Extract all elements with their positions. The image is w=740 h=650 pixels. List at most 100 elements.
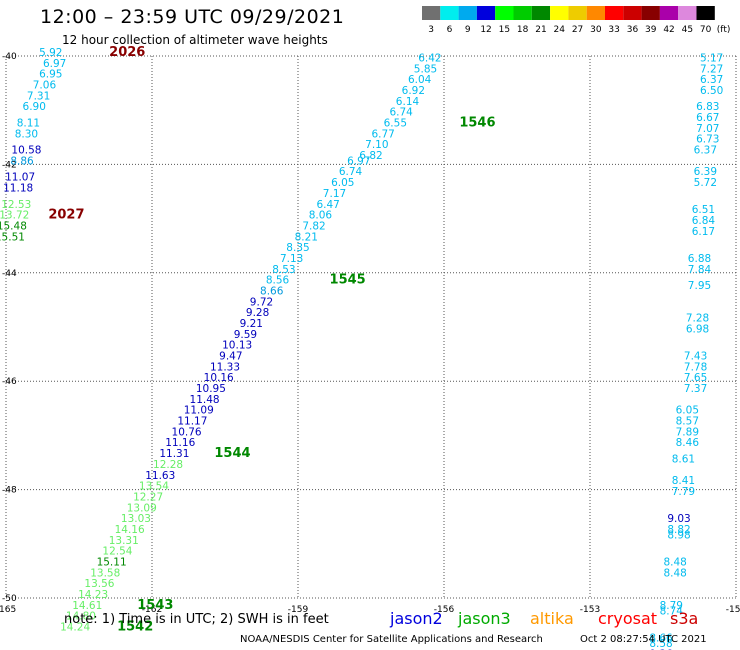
wave-height-value: 7.79: [672, 486, 695, 498]
wave-height-value: 7.13: [280, 253, 303, 265]
wave-height-value: 11.16: [165, 437, 195, 449]
wave-height-value: 7.10: [365, 139, 388, 151]
wave-height-value: 7.37: [684, 383, 707, 395]
wave-height-value: 6.42: [418, 52, 441, 64]
legend-swatch: [422, 6, 441, 20]
legend-bin-label: 45: [682, 25, 693, 34]
wave-height-value: 8.61: [672, 454, 695, 466]
wave-height-value: 12.28: [153, 459, 183, 471]
wave-height-value: 8.56: [266, 275, 290, 287]
wave-height-value: 9.72: [250, 296, 273, 308]
wave-height-value: 13.31: [109, 535, 139, 547]
wave-height-value: 12.27: [133, 491, 163, 503]
y-tick-label: -44: [2, 269, 17, 279]
wave-height-value: 7.84: [688, 264, 712, 276]
wave-height-value: 8.98: [667, 529, 690, 541]
wave-height-value: 8.66: [649, 632, 673, 644]
wave-height-value: 11.18: [3, 183, 33, 195]
legend-bin-label: 42: [663, 25, 674, 34]
wave-height-value: 6.77: [371, 128, 394, 140]
wave-height-value: 8.86: [10, 155, 34, 167]
legend-swatch: [531, 6, 551, 20]
legend-swatch: [623, 6, 642, 20]
legend-bin-label: 30: [590, 25, 602, 34]
wave-height-value: 6.67: [696, 112, 719, 124]
wave-height-value: 15.11: [97, 556, 127, 568]
wave-height-value: 10.76: [172, 426, 202, 438]
wave-height-value: 6.73: [696, 134, 719, 146]
x-tick-label: -162: [142, 605, 162, 615]
x-tick-label: -153: [580, 605, 600, 615]
wave-height-value: 14.80: [66, 611, 96, 623]
wave-height-value: 15.48: [0, 220, 27, 232]
y-tick-label: -48: [2, 486, 17, 496]
satellite-legend-item: altika: [530, 609, 574, 628]
page-title: 12:00 – 23:59 UTC 09/29/2021: [40, 6, 345, 28]
wave-height-value: 10.16: [204, 372, 234, 384]
wave-height-value: 7.17: [323, 188, 346, 200]
pass-time-label: 2027: [48, 208, 84, 223]
wave-height-value: 8.46: [676, 437, 700, 449]
wave-height-value: 6.55: [384, 117, 407, 129]
wave-height-value: 10.13: [222, 340, 252, 352]
wave-height-value: 11.48: [190, 394, 220, 406]
wave-height-value: 15.51: [0, 231, 25, 243]
wave-height-value: 13.58: [90, 567, 120, 579]
wave-height-value: 8.82: [667, 524, 690, 536]
legend-swatch: [678, 6, 697, 20]
wave-height-value: 6.74: [339, 166, 363, 178]
wave-height-value: 7.28: [686, 313, 709, 325]
wave-height-value: 6.37: [694, 145, 717, 157]
legend-swatch: [659, 6, 679, 20]
pass-time-label: 1544: [214, 446, 250, 461]
x-tick-label: -165: [0, 605, 16, 615]
legend-swatch: [550, 6, 569, 20]
wave-height-value: 11.63: [145, 470, 175, 482]
wave-height-value: 6.95: [39, 69, 62, 81]
axis-tick-labels: -165 -162 -159 -156 -153 -150 -40 -42 -44 -46 -48 -…: [0, 52, 740, 615]
wave-height-value: 8.35: [286, 242, 309, 254]
legend-bin-label: 21: [535, 25, 546, 34]
wave-height-value: 13.03: [121, 513, 151, 525]
wave-height-value: 12.53: [1, 199, 31, 211]
wave-height-value: 9.36: [649, 649, 673, 650]
legend-bin-label: 18: [517, 25, 529, 34]
y-tick-label: -42: [2, 160, 17, 170]
wave-height-value: 13.72: [0, 210, 29, 222]
wave-height-value: 8.21: [295, 231, 318, 243]
wave-height-value: 7.65: [684, 372, 707, 384]
wave-height-value: 6.90: [23, 101, 46, 113]
wave-height-value: 7.95: [688, 280, 711, 292]
pass-time-label: 2026: [109, 45, 145, 60]
wave-height-value: 6.17: [692, 226, 715, 238]
wave-height-value: 6.74: [389, 107, 413, 119]
wave-height-value: 14.24: [60, 622, 90, 634]
wave-height-value: 14.16: [115, 524, 145, 536]
wave-height-value: 8.66: [260, 285, 284, 297]
wave-height-value: 6.92: [402, 85, 425, 97]
wave-height-value: 6.97: [43, 58, 66, 70]
color-scale-legend: 3 6 9 12 15 18 21 24 27 30 33 36 39 42 45 70 (ft): [422, 6, 731, 34]
legend-unit-label: (ft): [717, 25, 731, 34]
wave-height-value: 6.98: [686, 323, 709, 335]
legend-bin-label: 36: [627, 25, 639, 34]
wave-height-value: 13.56: [84, 578, 114, 590]
wave-height-value: 11.31: [159, 448, 189, 460]
wave-height-value: 11.33: [210, 361, 240, 373]
satellite-legend-item: s3a: [670, 609, 699, 628]
wave-height-value: 6.47: [316, 199, 339, 211]
wave-height-value: 6.50: [700, 85, 723, 97]
wave-height-value: 6.83: [696, 101, 719, 113]
legend-bin-label: 70: [700, 25, 712, 34]
legend-bin-label: 9: [465, 25, 471, 34]
legend-swatch: [586, 6, 605, 20]
wave-height-value: 8.48: [663, 556, 686, 568]
wave-height-value: 8.58: [649, 638, 672, 650]
wave-height-value: 7.31: [27, 90, 50, 102]
y-tick-label: -46: [2, 377, 17, 387]
wave-height-value: 7.27: [700, 63, 723, 75]
legend-swatch: [513, 6, 532, 20]
satellite-legend-item: jason3: [458, 609, 511, 628]
legend-bin-label: 15: [499, 25, 510, 34]
